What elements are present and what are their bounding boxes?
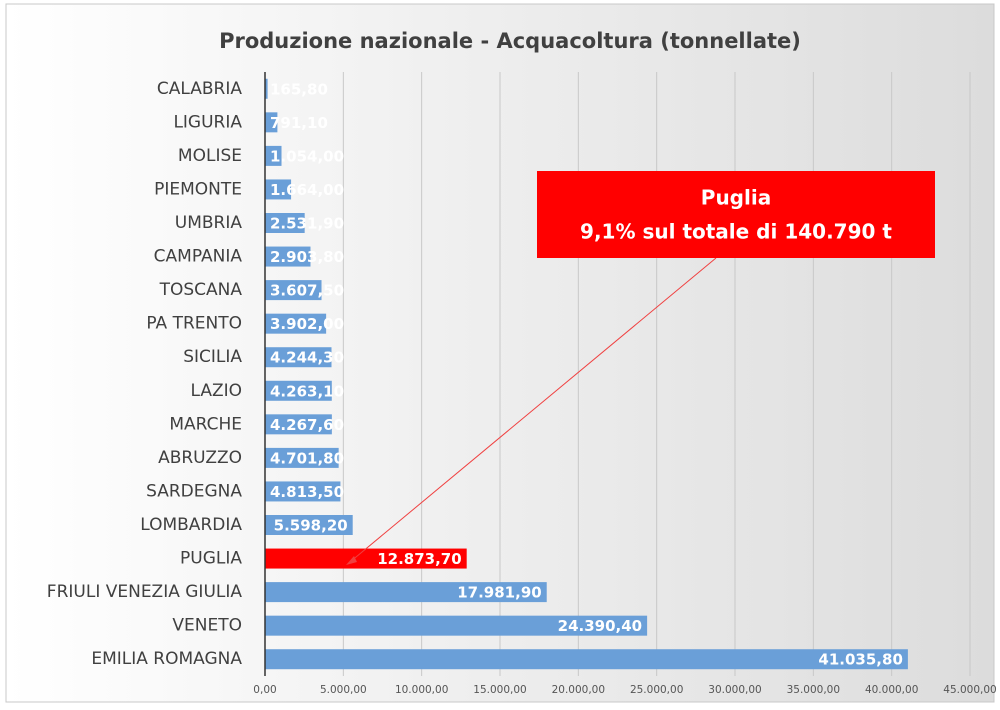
x-tick-label: 20.000,00: [552, 684, 605, 696]
bar: [265, 145, 282, 166]
bar: [265, 280, 322, 301]
y-tick-label: TOSCANA: [159, 280, 243, 300]
bar: [265, 313, 327, 334]
y-tick-label: CALABRIA: [157, 79, 242, 99]
value-label: 3.607,50: [270, 282, 344, 300]
value-label: 4.263,10: [270, 382, 344, 400]
bar: [265, 649, 908, 670]
bar: [265, 78, 268, 99]
value-label: 4.244,30: [270, 349, 344, 367]
bar: [265, 347, 332, 368]
bar: [265, 414, 332, 435]
bar: [265, 179, 292, 200]
value-label: 24.390,40: [558, 617, 642, 635]
x-tick-label: 15.000,00: [473, 684, 526, 696]
value-label: 12.873,70: [377, 550, 461, 568]
y-tick-label: PA TRENTO: [146, 314, 242, 334]
x-tick-label: 25.000,00: [630, 684, 683, 696]
value-label: 2.903,80: [270, 248, 344, 266]
x-tick-label: 0,00: [253, 684, 276, 696]
annotation-title: Puglia: [701, 186, 771, 210]
arrow-head: [346, 556, 357, 565]
y-tick-label: LAZIO: [190, 381, 242, 401]
bar: [265, 615, 648, 636]
annotation-box: [537, 171, 935, 258]
bar: [265, 481, 341, 502]
value-label: 5.598,20: [274, 517, 348, 535]
bar: [265, 380, 332, 401]
value-label: 2.531,90: [270, 215, 344, 233]
value-label: 4.267,60: [270, 416, 344, 434]
y-tick-label: EMILIA ROMAGNA: [91, 649, 242, 669]
bar: [265, 246, 311, 267]
annotation-text: 9,1% sul totale di 140.790 t: [580, 220, 892, 244]
x-tick-label: 40.000,00: [865, 684, 918, 696]
bar: [265, 548, 467, 569]
value-label: 3.902,00: [270, 315, 344, 333]
y-tick-label: PUGLIA: [180, 549, 242, 569]
y-tick-label: LOMBARDIA: [140, 515, 242, 535]
value-label: 791,10: [270, 114, 328, 132]
y-tick-label: VENETO: [172, 616, 242, 636]
bar: [265, 582, 547, 603]
value-label: 1.054,00: [270, 147, 344, 165]
y-tick-label: MARCHE: [169, 414, 242, 434]
x-tick-label: 10.000,00: [395, 684, 448, 696]
y-tick-label: SICILIA: [183, 347, 242, 367]
value-label: 4.813,50: [270, 483, 344, 501]
y-tick-label: CAMPANIA: [154, 247, 243, 267]
x-tick-label: 5.000,00: [320, 684, 367, 696]
x-tick-label: 45.000,00: [943, 684, 996, 696]
value-label: 41.035,80: [818, 651, 902, 669]
annotation-arrow: [349, 257, 717, 563]
y-tick-label: UMBRIA: [175, 213, 243, 233]
value-label: 165,80: [270, 80, 328, 98]
y-tick-label: PIEMONTE: [154, 179, 242, 199]
bar: [265, 112, 278, 133]
bar: [265, 515, 353, 535]
x-tick-label: 30.000,00: [708, 684, 761, 696]
bar: [265, 447, 339, 468]
value-label: 1.664,00: [270, 181, 344, 199]
value-label: 17.981,90: [457, 584, 541, 602]
y-tick-label: FRIULI VENEZIA GIULIA: [47, 582, 243, 602]
y-tick-label: LIGURIA: [173, 112, 242, 132]
value-label: 4.701,80: [270, 449, 344, 467]
x-tick-label: 35.000,00: [787, 684, 840, 696]
y-tick-label: MOLISE: [178, 146, 242, 166]
y-tick-label: SARDEGNA: [146, 481, 242, 501]
y-tick-label: ABRUZZO: [158, 448, 242, 468]
bar: [265, 213, 305, 233]
chart-title: Produzione nazionale - Acquacoltura (ton…: [219, 29, 801, 53]
